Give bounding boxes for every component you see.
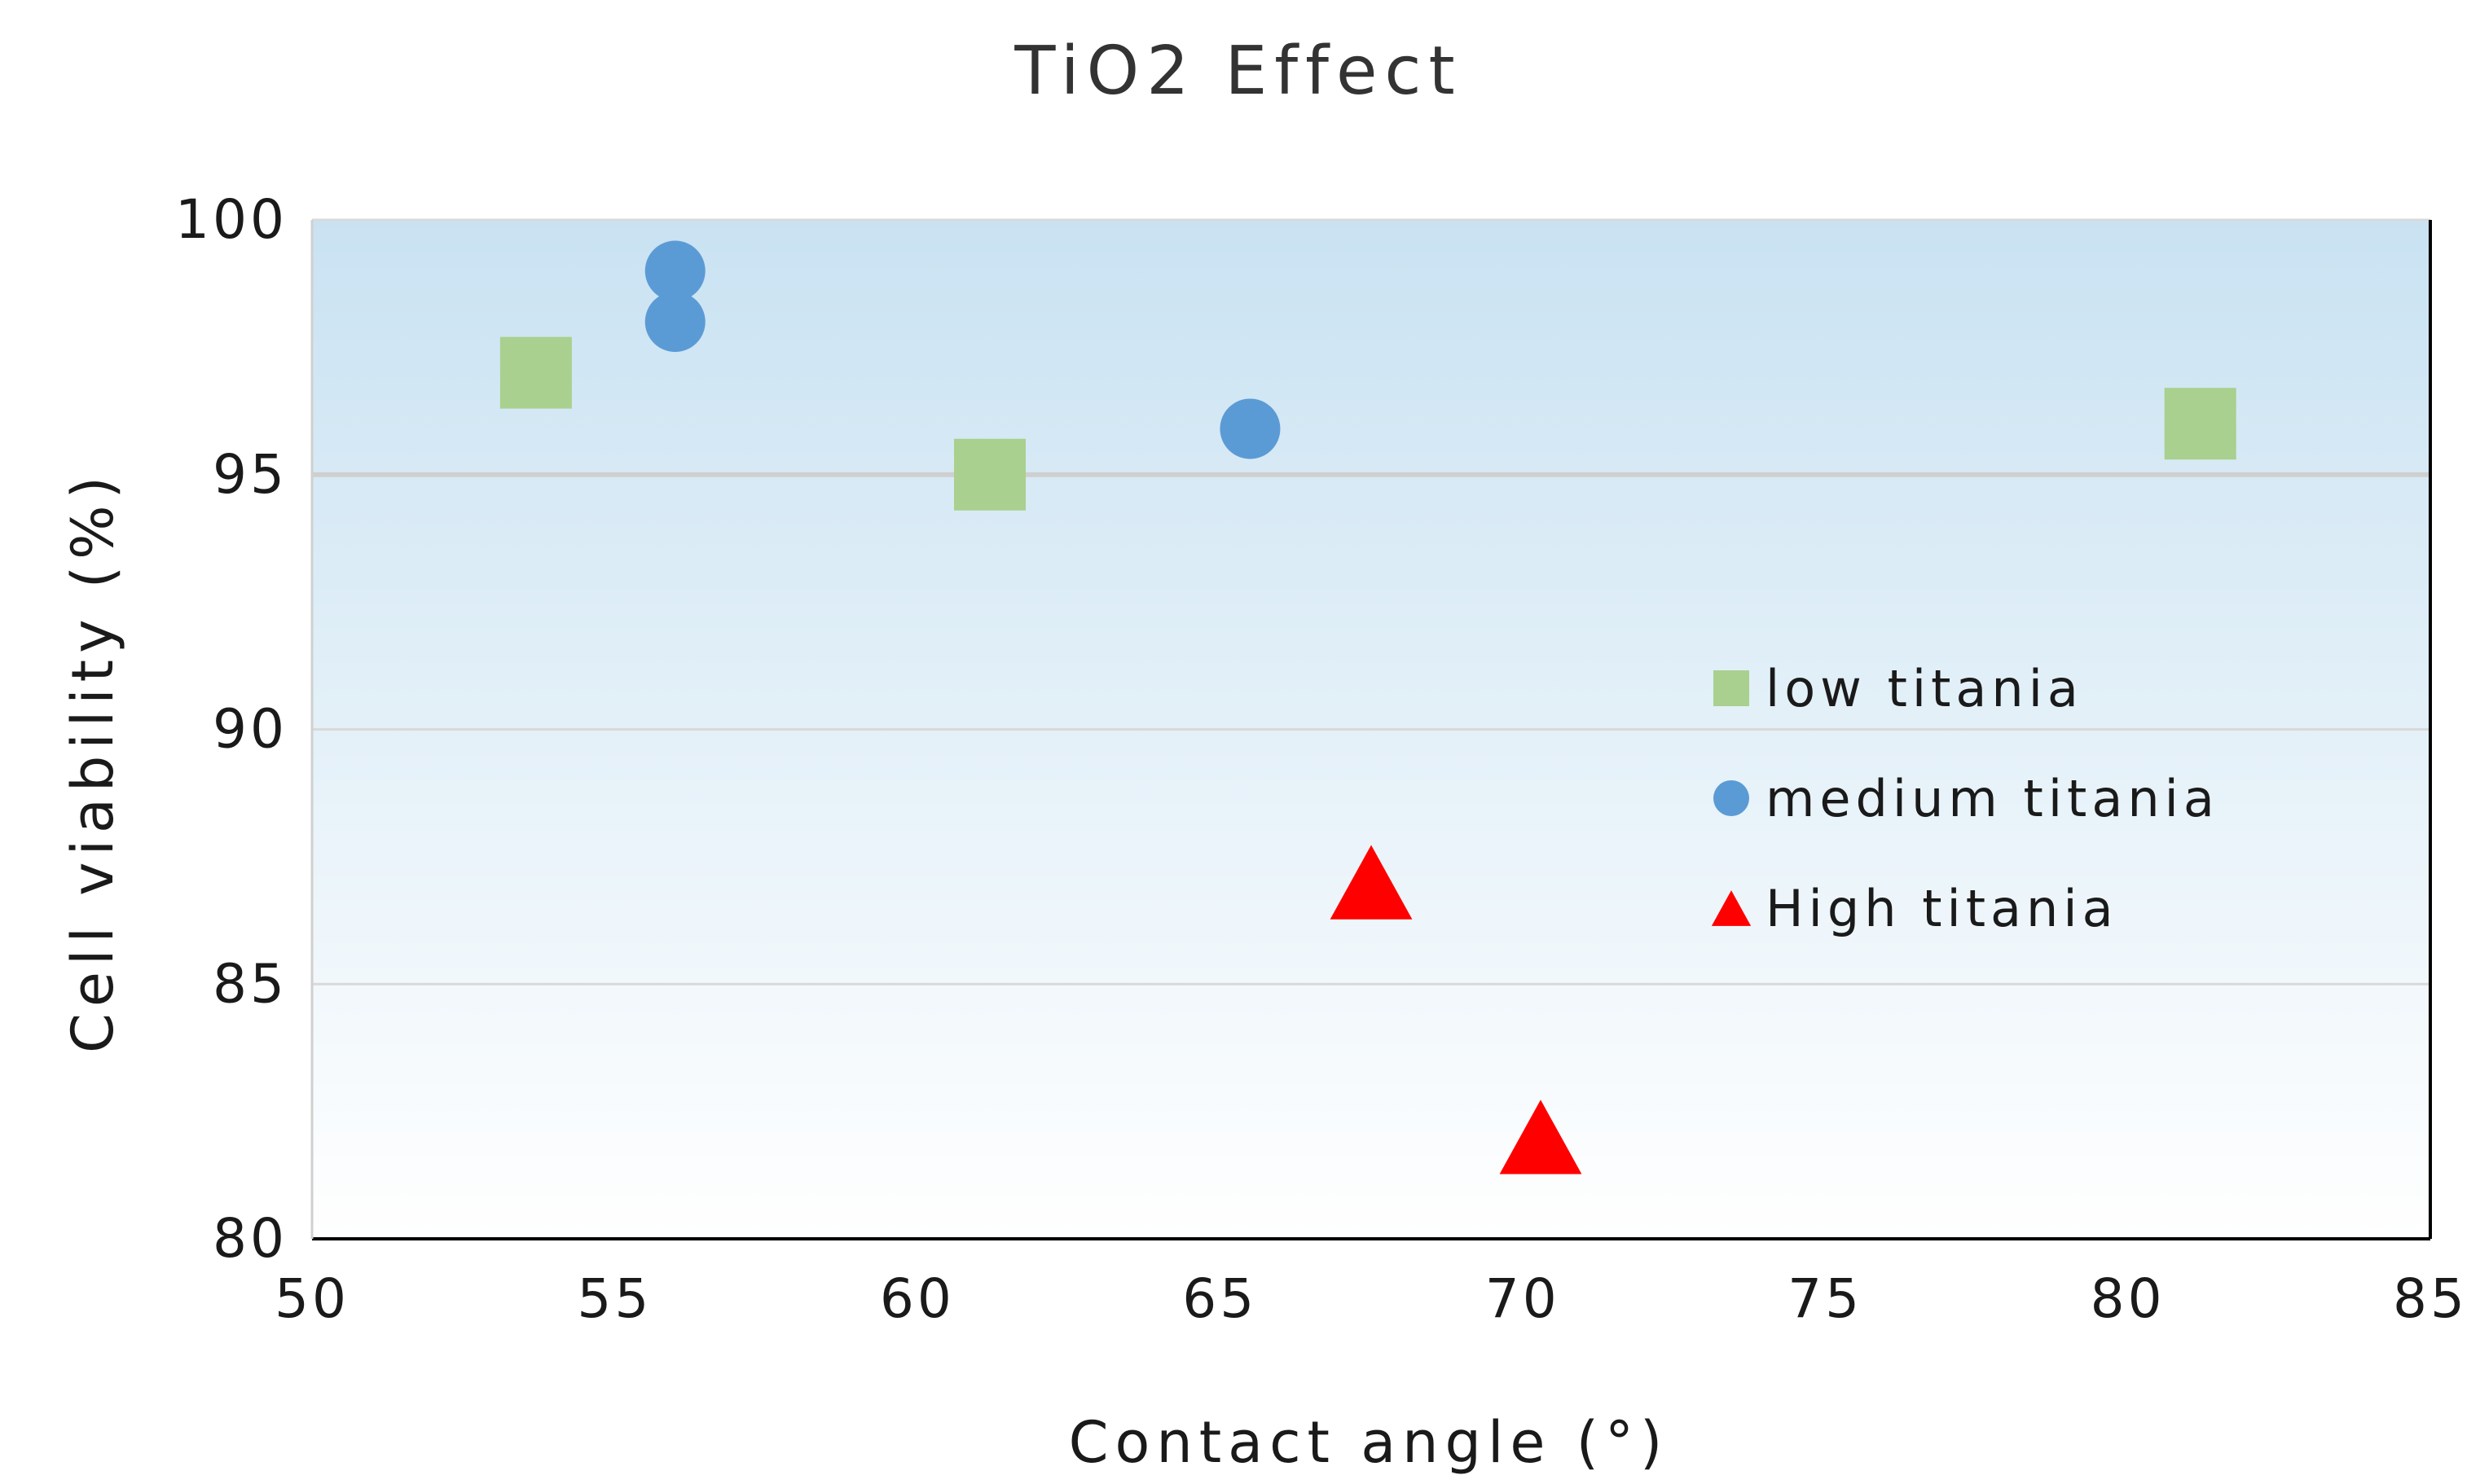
chart-title: TiO2 Effect xyxy=(1014,33,1462,110)
tick-labels: 80 85 90 95 100 50 55 60 65 70 75 80 85 xyxy=(175,188,2468,1330)
x-tick-label-80: 80 xyxy=(2091,1267,2166,1330)
x-axis-label: Contact angle (°) xyxy=(1069,1409,1669,1476)
x-tick-label-50: 50 xyxy=(275,1267,350,1330)
legend-label-medium-titania: medium titania xyxy=(1765,769,2219,828)
y-tick-label-90: 90 xyxy=(213,698,288,761)
point-low-titania-1 xyxy=(499,336,572,409)
point-high-titania-1 xyxy=(1330,845,1413,920)
legend-marker-low-titania xyxy=(1713,670,1749,706)
legend-label-high-titania: High titania xyxy=(1765,879,2118,938)
point-low-titania-3 xyxy=(2164,388,2236,460)
legend-label-low-titania: low titania xyxy=(1765,659,2083,718)
point-low-titania-2 xyxy=(954,438,1026,511)
legend-marker-medium-titania xyxy=(1713,780,1749,816)
grid-lines xyxy=(312,218,2430,986)
x-tick-label-55: 55 xyxy=(577,1267,652,1330)
point-high-titania-2 xyxy=(1499,1100,1582,1174)
data-points xyxy=(499,240,2236,1174)
x-tick-label-65: 65 xyxy=(1182,1267,1257,1330)
legend: low titania medium titania High titania xyxy=(1711,659,2219,938)
point-medium-titania-3 xyxy=(1220,398,1281,459)
y-tick-label-95: 95 xyxy=(213,443,288,506)
legend-marker-high-titania xyxy=(1711,890,1752,926)
point-medium-titania-2 xyxy=(644,292,706,353)
y-axis-label: Cell viability (%) xyxy=(59,470,126,1053)
x-tick-label-70: 70 xyxy=(1485,1267,1560,1330)
point-medium-titania-1 xyxy=(644,240,706,301)
x-tick-label-60: 60 xyxy=(880,1267,955,1330)
x-tick-label-75: 75 xyxy=(1787,1267,1862,1330)
y-tick-label-80: 80 xyxy=(213,1207,288,1270)
y-tick-label-100: 100 xyxy=(175,188,288,251)
x-tick-label-85: 85 xyxy=(2393,1267,2468,1330)
y-tick-label-85: 85 xyxy=(213,952,288,1015)
